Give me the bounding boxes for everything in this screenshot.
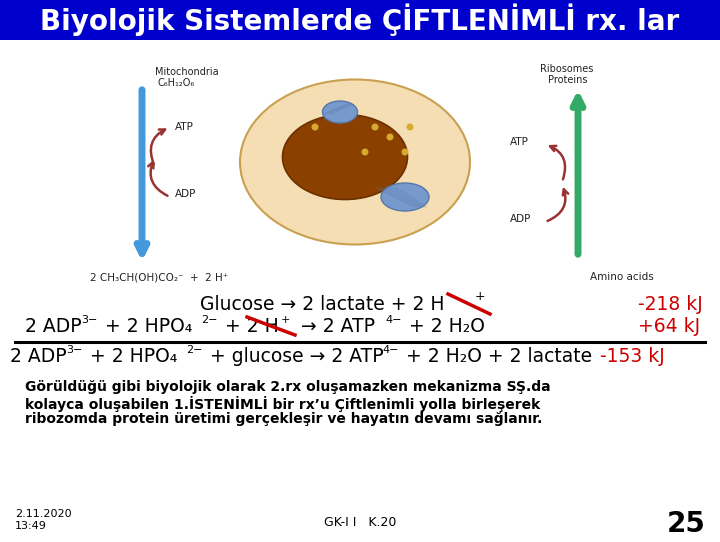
Text: -218 kJ: -218 kJ xyxy=(638,294,703,313)
Text: +: + xyxy=(475,291,485,304)
Text: 2 ADP: 2 ADP xyxy=(25,318,81,337)
Text: ribozomda protein üretimi gerçekleşir ve hayatın devamı sağlanır.: ribozomda protein üretimi gerçekleşir ve… xyxy=(25,412,542,426)
Ellipse shape xyxy=(323,101,358,123)
Text: Glucose → 2 lactate + 2 H: Glucose → 2 lactate + 2 H xyxy=(200,294,444,313)
Text: Biyolojik Sistemlerde ÇİFTLENİMLİ rx. lar: Biyolojik Sistemlerde ÇİFTLENİMLİ rx. la… xyxy=(40,4,680,36)
Circle shape xyxy=(402,149,408,156)
Text: ATP: ATP xyxy=(510,137,529,147)
Text: 2−: 2− xyxy=(186,345,202,355)
Text: 2 CH₃CH(OH)CO₂⁻  +  2 H⁺: 2 CH₃CH(OH)CO₂⁻ + 2 H⁺ xyxy=(90,272,228,282)
Ellipse shape xyxy=(282,114,408,199)
Text: 2−: 2− xyxy=(201,315,217,325)
Circle shape xyxy=(372,124,379,131)
Text: → 2 ATP: → 2 ATP xyxy=(295,318,375,337)
Circle shape xyxy=(387,133,394,140)
Text: -153 kJ: -153 kJ xyxy=(600,347,665,366)
Circle shape xyxy=(312,124,318,131)
Ellipse shape xyxy=(240,80,470,244)
Text: 13:49: 13:49 xyxy=(15,521,47,531)
Text: 2 ADP: 2 ADP xyxy=(10,347,67,366)
Text: ADP: ADP xyxy=(175,189,197,199)
Circle shape xyxy=(407,124,413,131)
Text: + 2 HPO₄: + 2 HPO₄ xyxy=(84,347,177,366)
Text: +64 kJ: +64 kJ xyxy=(638,318,700,337)
Text: +: + xyxy=(281,315,290,325)
Text: 2.11.2020: 2.11.2020 xyxy=(15,509,71,519)
Text: + 2 H₂O: + 2 H₂O xyxy=(403,318,485,337)
Bar xyxy=(0,40,720,284)
Text: 3−: 3− xyxy=(81,315,97,325)
Text: Ribosomes: Ribosomes xyxy=(540,64,593,74)
Text: 3−: 3− xyxy=(66,345,82,355)
Text: + glucose → 2 ATP: + glucose → 2 ATP xyxy=(204,347,384,366)
Text: Amino acids: Amino acids xyxy=(590,272,654,282)
Circle shape xyxy=(361,149,369,156)
Text: 25: 25 xyxy=(667,510,706,538)
Text: ADP: ADP xyxy=(510,214,531,224)
Text: C₆H₁₂O₆: C₆H₁₂O₆ xyxy=(158,78,195,88)
Ellipse shape xyxy=(381,183,429,211)
Text: 4−: 4− xyxy=(385,315,402,325)
Bar xyxy=(0,0,720,40)
Text: + 2 H₂O + 2 lactate: + 2 H₂O + 2 lactate xyxy=(400,347,592,366)
Text: GK-I I   K.20: GK-I I K.20 xyxy=(324,515,396,528)
Text: kolayca oluşabilen 1.İSTENİMLİ bir rx’u Çiftlenimli yolla birleşerek: kolayca oluşabilen 1.İSTENİMLİ bir rx’u … xyxy=(25,396,540,412)
Text: Proteins: Proteins xyxy=(548,75,588,85)
Text: Mitochondria: Mitochondria xyxy=(155,67,219,77)
Text: 4−: 4− xyxy=(382,345,398,355)
Text: Görüldüğü gibi biyolojik olarak 2.rx oluşamazken mekanizma SŞ.da: Görüldüğü gibi biyolojik olarak 2.rx olu… xyxy=(25,380,551,394)
Text: ATP: ATP xyxy=(175,122,194,132)
Text: + 2 H: + 2 H xyxy=(219,318,279,337)
Text: + 2 HPO₄: + 2 HPO₄ xyxy=(99,318,192,337)
